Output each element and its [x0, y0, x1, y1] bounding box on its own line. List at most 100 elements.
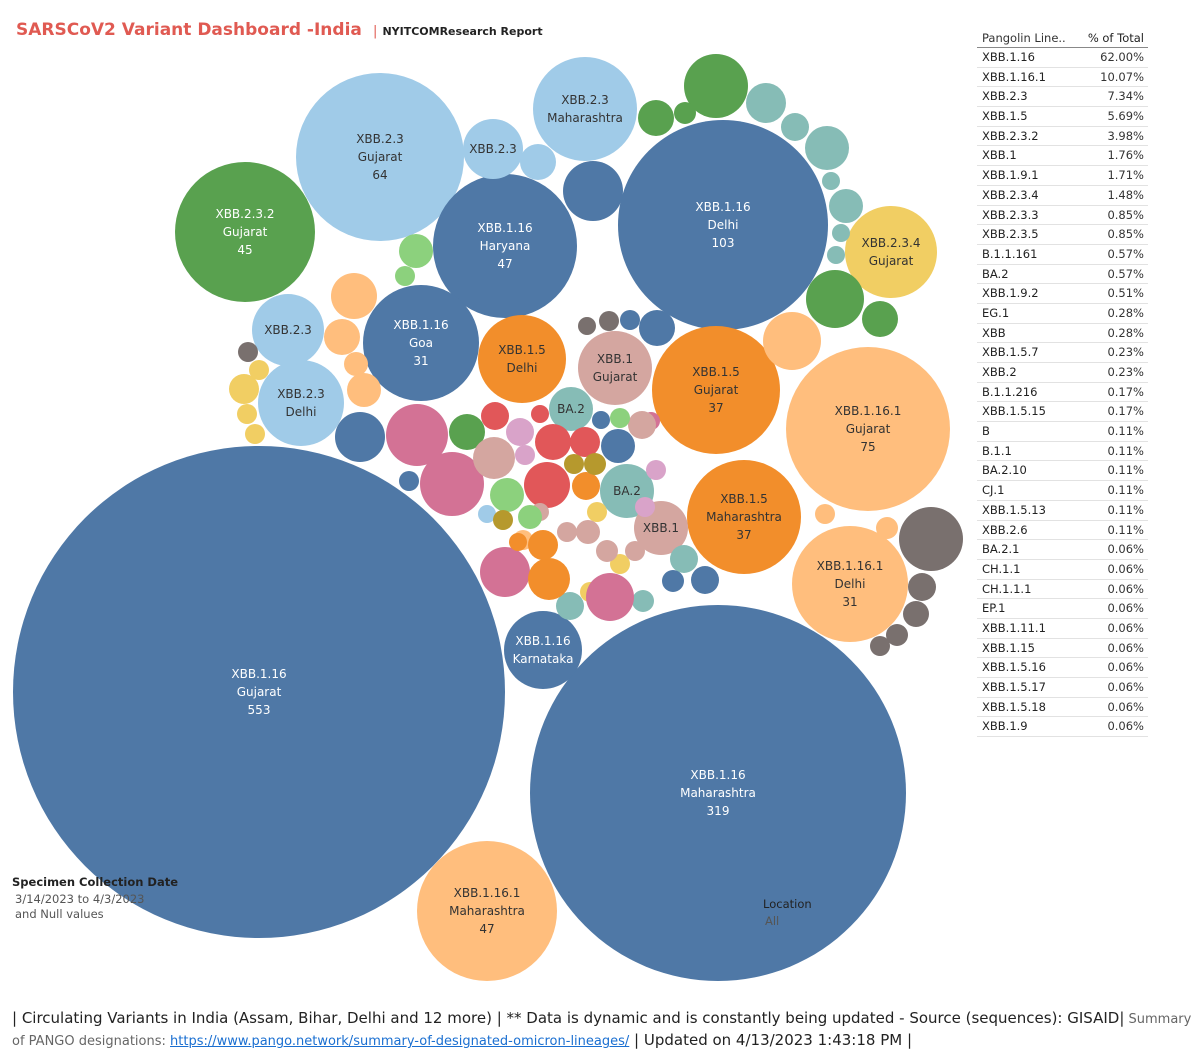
table-row[interactable]: XBB.1.15 0.06%: [977, 639, 1148, 659]
table-row[interactable]: XBB.1.16.1 10.07%: [977, 68, 1148, 88]
table-row[interactable]: B.1.1.161 0.57%: [977, 245, 1148, 265]
bubble-xbb-1-5-maharashtra[interactable]: XBB.1.5 Maharashtra 37: [687, 460, 801, 574]
bubble-circle[interactable]: [786, 347, 950, 511]
bubble-circle[interactable]: [433, 174, 577, 318]
bubble-xbb-1-16-haryana[interactable]: XBB.1.16 Haryana 47: [433, 174, 577, 318]
small-bubble[interactable]: [746, 83, 786, 123]
table-row[interactable]: XBB.1.5.16 0.06%: [977, 658, 1148, 678]
small-bubble[interactable]: [806, 270, 864, 328]
bubble-circle[interactable]: [252, 294, 324, 366]
small-bubble[interactable]: [420, 452, 484, 516]
table-row[interactable]: XBB.1.5.15 0.17%: [977, 402, 1148, 423]
table-row[interactable]: XBB.1.5.7 0.23%: [977, 343, 1148, 363]
small-bubble[interactable]: [592, 411, 610, 429]
bubble-circle[interactable]: [417, 841, 557, 981]
bubble-xbb-1-gujarat[interactable]: XBB.1 Gujarat: [578, 331, 652, 405]
small-bubble[interactable]: [331, 273, 377, 319]
table-row[interactable]: EP.1 0.06%: [977, 599, 1148, 619]
bubble-circle[interactable]: [618, 120, 828, 330]
table-row[interactable]: XBB.1.9 0.06%: [977, 717, 1148, 738]
bubble-circle[interactable]: [363, 285, 479, 401]
small-bubble[interactable]: [493, 510, 513, 530]
small-bubble[interactable]: [674, 102, 696, 124]
table-row[interactable]: B.1.1 0.11%: [977, 442, 1148, 462]
bubble-xbb-1-16-1-gujarat[interactable]: XBB.1.16.1 Gujarat 75: [786, 347, 950, 511]
small-bubble[interactable]: [639, 310, 675, 346]
table-row[interactable]: BA.2.10 0.11%: [977, 461, 1148, 482]
bubble-xbb-2-3-maharashtra[interactable]: XBB.2.3 Maharashtra: [533, 57, 637, 161]
table-row[interactable]: XBB.2.3.2 3.98%: [977, 127, 1148, 147]
small-bubble[interactable]: [564, 454, 584, 474]
table-row[interactable]: XBB.2 0.23%: [977, 363, 1148, 383]
small-bubble[interactable]: [822, 172, 840, 190]
small-bubble[interactable]: [528, 530, 558, 560]
table-row[interactable]: XBB.1.9.1 1.71%: [977, 166, 1148, 186]
table-row[interactable]: XBB.1.16 62.00%: [977, 48, 1148, 68]
bubble-circle[interactable]: [533, 57, 637, 161]
table-row[interactable]: CH.1.1 0.06%: [977, 560, 1148, 580]
table-row[interactable]: XBB.2.3 7.34%: [977, 87, 1148, 108]
small-bubble[interactable]: [829, 189, 863, 223]
small-bubble[interactable]: [238, 342, 258, 362]
small-bubble[interactable]: [473, 437, 515, 479]
table-row[interactable]: B.1.1.216 0.17%: [977, 383, 1148, 403]
small-bubble[interactable]: [601, 429, 635, 463]
bubble-circle[interactable]: [845, 206, 937, 298]
table-row[interactable]: XBB 0.28%: [977, 324, 1148, 344]
small-bubble[interactable]: [570, 427, 600, 457]
table-row[interactable]: EG.1 0.28%: [977, 304, 1148, 324]
small-bubble[interactable]: [832, 224, 850, 242]
table-row[interactable]: XBB.2.6 0.11%: [977, 521, 1148, 541]
bubble-circle[interactable]: [258, 360, 344, 446]
small-bubble[interactable]: [899, 507, 963, 571]
small-bubble[interactable]: [249, 360, 269, 380]
small-bubble[interactable]: [490, 478, 524, 512]
small-bubble[interactable]: [908, 573, 936, 601]
small-bubble[interactable]: [886, 624, 908, 646]
bubble-xbb-2-3-4-gujarat[interactable]: XBB.2.3.4 Gujarat: [845, 206, 937, 298]
small-bubble[interactable]: [620, 310, 640, 330]
small-bubble[interactable]: [563, 161, 623, 221]
small-bubble[interactable]: [478, 505, 496, 523]
table-row[interactable]: XBB.2.3.5 0.85%: [977, 225, 1148, 245]
table-row[interactable]: XBB.2.3.3 0.85%: [977, 206, 1148, 226]
small-bubble[interactable]: [578, 317, 596, 335]
small-bubble[interactable]: [628, 411, 656, 439]
bubble-circle[interactable]: [175, 162, 315, 302]
small-bubble[interactable]: [520, 144, 556, 180]
small-bubble[interactable]: [805, 126, 849, 170]
table-row[interactable]: XBB.1.5.17 0.06%: [977, 678, 1148, 698]
small-bubble[interactable]: [876, 517, 898, 539]
bubble-circle[interactable]: [13, 446, 505, 938]
small-bubble[interactable]: [237, 404, 257, 424]
small-bubble[interactable]: [670, 545, 698, 573]
small-bubble[interactable]: [531, 405, 549, 423]
small-bubble[interactable]: [506, 418, 534, 446]
small-bubble[interactable]: [481, 402, 509, 430]
small-bubble[interactable]: [515, 445, 535, 465]
bubble-xbb-1-16-goa[interactable]: XBB.1.16 Goa 31: [363, 285, 479, 401]
bubble-circle[interactable]: [792, 526, 908, 642]
small-bubble[interactable]: [449, 414, 485, 450]
table-row[interactable]: XBB.2.3.4 1.48%: [977, 186, 1148, 206]
table-row[interactable]: XBB.1.11.1 0.06%: [977, 619, 1148, 639]
table-row[interactable]: XBB.1.5.13 0.11%: [977, 501, 1148, 521]
small-bubble[interactable]: [903, 601, 929, 627]
small-bubble[interactable]: [509, 533, 527, 551]
small-bubble[interactable]: [610, 554, 630, 574]
small-bubble[interactable]: [344, 352, 368, 376]
bubble-xbb-1-16-1-maharashtra[interactable]: XBB.1.16.1 Maharashtra 47: [417, 841, 557, 981]
table-row[interactable]: CJ.1 0.11%: [977, 481, 1148, 501]
small-bubble[interactable]: [395, 266, 415, 286]
table-row[interactable]: XBB.1.5.18 0.06%: [977, 698, 1148, 718]
table-row[interactable]: XBB.1.5 5.69%: [977, 107, 1148, 127]
small-bubble[interactable]: [572, 472, 600, 500]
small-bubble[interactable]: [662, 570, 684, 592]
small-bubble[interactable]: [557, 522, 577, 542]
small-bubble[interactable]: [862, 301, 898, 337]
bubble-ba-2[interactable]: BA.2: [549, 387, 593, 431]
small-bubble[interactable]: [684, 54, 748, 118]
bubble-xbb-1-5-delhi[interactable]: XBB.1.5 Delhi: [478, 315, 566, 403]
column-header-percent[interactable]: % of Total: [1087, 31, 1144, 45]
bubble-circle[interactable]: [652, 326, 780, 454]
